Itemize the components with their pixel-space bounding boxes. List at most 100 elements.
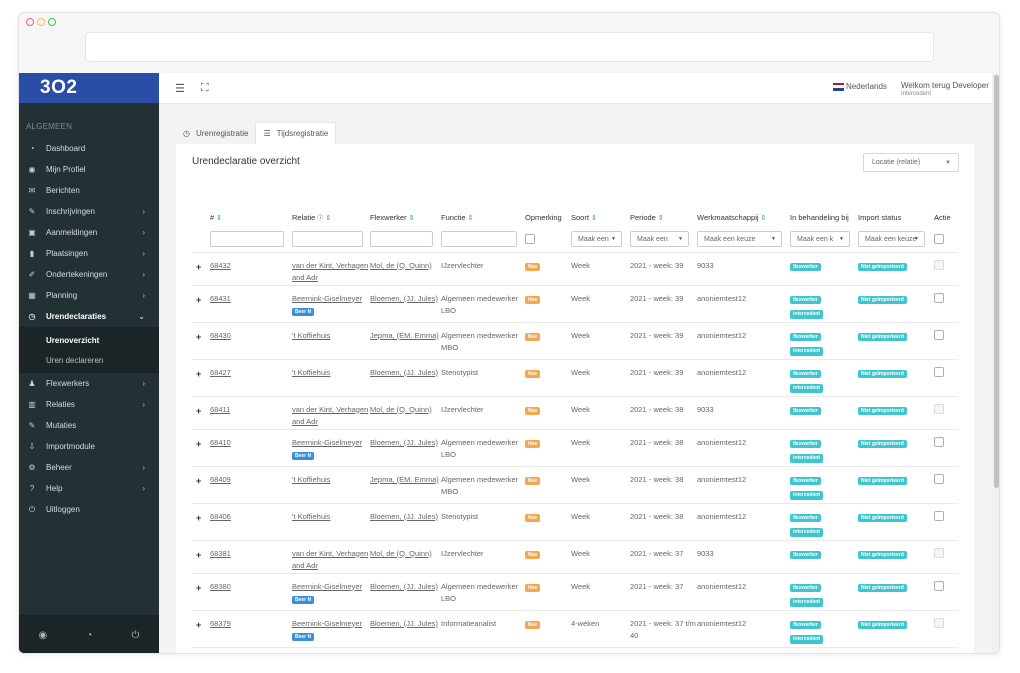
flexwerker-link[interactable]: Mol, de (Q. Quinn) [370,404,432,414]
select-all-checkbox[interactable] [934,234,944,245]
declaration-id-link[interactable]: 68409 [210,474,231,484]
maximize-dot[interactable] [48,18,56,26]
column-header[interactable]: Soort ⇕ [571,200,630,227]
logo[interactable]: 3O2 [19,73,159,103]
declaration-id-link[interactable]: 68427 [210,367,231,377]
language-switch[interactable]: Nederlands [833,82,887,91]
expand-plus-icon[interactable]: + [196,549,202,560]
flexwerker-filter-input[interactable] [370,231,433,248]
sidebar-item-mijn-profiel[interactable]: ◉ Mijn Profiel [19,159,159,180]
sidebar-item-plaatsingen[interactable]: ▮ Plaatsingen › [19,243,159,264]
expand-plus-icon[interactable]: + [196,475,202,486]
sidebar-item-inschrijvingen[interactable]: ✎ Inschrijvingen › [19,201,159,222]
menu-icon[interactable]: ☰ [175,82,185,95]
column-header[interactable]: Periode ⇕ [630,200,697,227]
expand-plus-icon[interactable]: + [196,261,202,272]
row-select-checkbox[interactable] [934,580,944,591]
sidebar-item-mutaties[interactable]: ✎ Mutaties [19,415,159,436]
sidebar-item-importmodule[interactable]: ⇩ Importmodule [19,436,159,457]
row-select-checkbox[interactable] [934,292,944,303]
column-header[interactable]: Flexwerker ⇕ [370,200,441,227]
relatie-link[interactable]: 't Koffiehuis [292,474,331,484]
sidebar-item-uitloggen[interactable]: ⏻ Uitloggen [19,499,159,520]
flexwerker-link[interactable]: Bloemen, (JJ. Jules) [370,367,438,377]
expand-plus-icon[interactable]: + [196,368,202,379]
expand-plus-icon[interactable]: + [196,405,202,416]
relatie-link[interactable]: van der Kint, Verhagen and Adr [292,548,369,570]
relatie-filter-input[interactable] [292,231,363,248]
sidebar-item-aanmeldingen[interactable]: ▣ Aanmeldingen › [19,222,159,243]
sidebar-item-urendeclaraties[interactable]: ◷ Urendeclaraties ⌄ [19,306,159,327]
declaration-id-link[interactable]: 68381 [210,548,231,558]
flexwerker-link[interactable]: Bloemen, (JJ. Jules) [370,511,438,521]
sidebar-item-ondertekeningen[interactable]: ✐ Ondertekeningen › [19,264,159,285]
sidebar-item-beheer[interactable]: ⚙ Beheer › [19,457,159,478]
flexwerker-link[interactable]: Bloemen, (JJ. Jules) [370,618,438,628]
scrollbar[interactable] [992,73,999,653]
flexwerker-link[interactable]: Mol, de (Q. Quinn) [370,260,432,270]
declaration-id-link[interactable]: 68406 [210,511,231,521]
relatie-link[interactable]: 't Koffiehuis [292,330,331,340]
functie-filter-input[interactable] [441,231,517,248]
declaration-id-link[interactable]: 68380 [210,581,231,591]
expand-plus-icon[interactable]: + [196,512,202,523]
tab-tijdsregistratie[interactable]: ☰ Tijdsregistratie [255,122,337,144]
declaration-id-link[interactable]: 68432 [210,260,231,270]
expand-plus-icon[interactable]: + [196,582,202,593]
id-filter-input[interactable] [210,231,284,248]
row-select-checkbox[interactable] [934,436,944,447]
relatie-link[interactable]: 't Koffiehuis [292,511,331,521]
flexwerker-link[interactable]: Bloemen, (JJ. Jules) [370,437,438,447]
relatie-link[interactable]: Beernink-Giselmeyer [292,581,363,591]
column-header[interactable]: Relatie ⓘ ⇕ [292,200,370,227]
flexwerker-link[interactable]: Jepma, (EM. Emma) [370,330,439,340]
column-header[interactable]: Werkmaatschappij ⇕ [697,200,790,227]
row-select-checkbox[interactable] [934,329,944,340]
fullscreen-icon[interactable]: ⛶ [200,81,209,94]
declaration-id-link[interactable]: 68379 [210,618,231,628]
row-select-checkbox[interactable] [934,510,944,521]
opmerking-filter-checkbox[interactable] [525,234,535,245]
werkmaatschappij-filter-select[interactable]: Maak een keuze ▼ [697,231,782,248]
column-header[interactable]: # ⇕ [210,200,292,227]
relatie-link[interactable]: van der Kint, Verhagen and Adr [292,404,369,426]
sidebar-item-relaties[interactable]: ▥ Relaties › [19,394,159,415]
relatie-link[interactable]: Beernink-Giselmeyer [292,293,363,303]
relatie-link[interactable]: Beernink-Giselmeyer [292,618,363,628]
expand-plus-icon[interactable]: + [196,438,202,449]
sidebar-subitem[interactable]: Uren declareren [46,355,104,365]
row-select-checkbox[interactable] [934,366,944,377]
soort-filter-select[interactable]: Maak een ▼ [571,231,622,248]
sidebar-item-help[interactable]: ? Help › [19,478,159,499]
column-header[interactable]: Functie ⇕ [441,200,525,227]
minimize-dot[interactable] [37,18,45,26]
relatie-link[interactable]: Beernink-Giselmeyer [292,437,363,447]
close-dot[interactable] [26,18,34,26]
relatie-link[interactable]: van der Kint, Verhagen and Adr [292,260,369,282]
location-select[interactable]: Locatie (relatie) ▼ [863,153,959,172]
sidebar-item-planning[interactable]: ▦ Planning › [19,285,159,306]
relatie-link[interactable]: 't Koffiehuis [292,367,331,377]
sidebar-item-berichten[interactable]: ✉ Berichten [19,180,159,201]
flexwerker-link[interactable]: Jepma, (EM. Emma) [370,474,439,484]
power-icon[interactable]: ⏻ [131,629,140,641]
sidebar-item-dashboard[interactable]: ◔ Dashboard [19,138,159,159]
sidebar-item-flexwerkers[interactable]: ♟ Flexwerkers › [19,373,159,394]
declaration-id-link[interactable]: 68431 [210,293,231,303]
expand-plus-icon[interactable]: + [196,619,202,630]
declaration-id-link[interactable]: 68410 [210,437,231,447]
sidebar-subitem[interactable]: Urenoverzicht [46,335,100,345]
expand-plus-icon[interactable]: + [196,331,202,342]
user-menu[interactable]: Welkom terug Developer Intercedent [901,81,989,98]
tab-urenregistratie[interactable]: ◷ Urenregistratie [176,122,255,144]
flexwerker-link[interactable]: Mol, de (Q. Quinn) [370,548,432,558]
address-bar[interactable] [85,32,934,62]
declaration-id-link[interactable]: 68411 [210,404,231,414]
row-select-checkbox[interactable] [934,473,944,484]
periode-filter-select[interactable]: Maak een ▼ [630,231,689,248]
import-filter-select[interactable]: Maak een keuze ▼ [858,231,925,248]
declaration-id-link[interactable]: 68430 [210,330,231,340]
expand-plus-icon[interactable]: + [196,294,202,305]
flexwerker-link[interactable]: Bloemen, (JJ. Jules) [370,293,438,303]
scrollbar-thumb[interactable] [994,75,999,488]
